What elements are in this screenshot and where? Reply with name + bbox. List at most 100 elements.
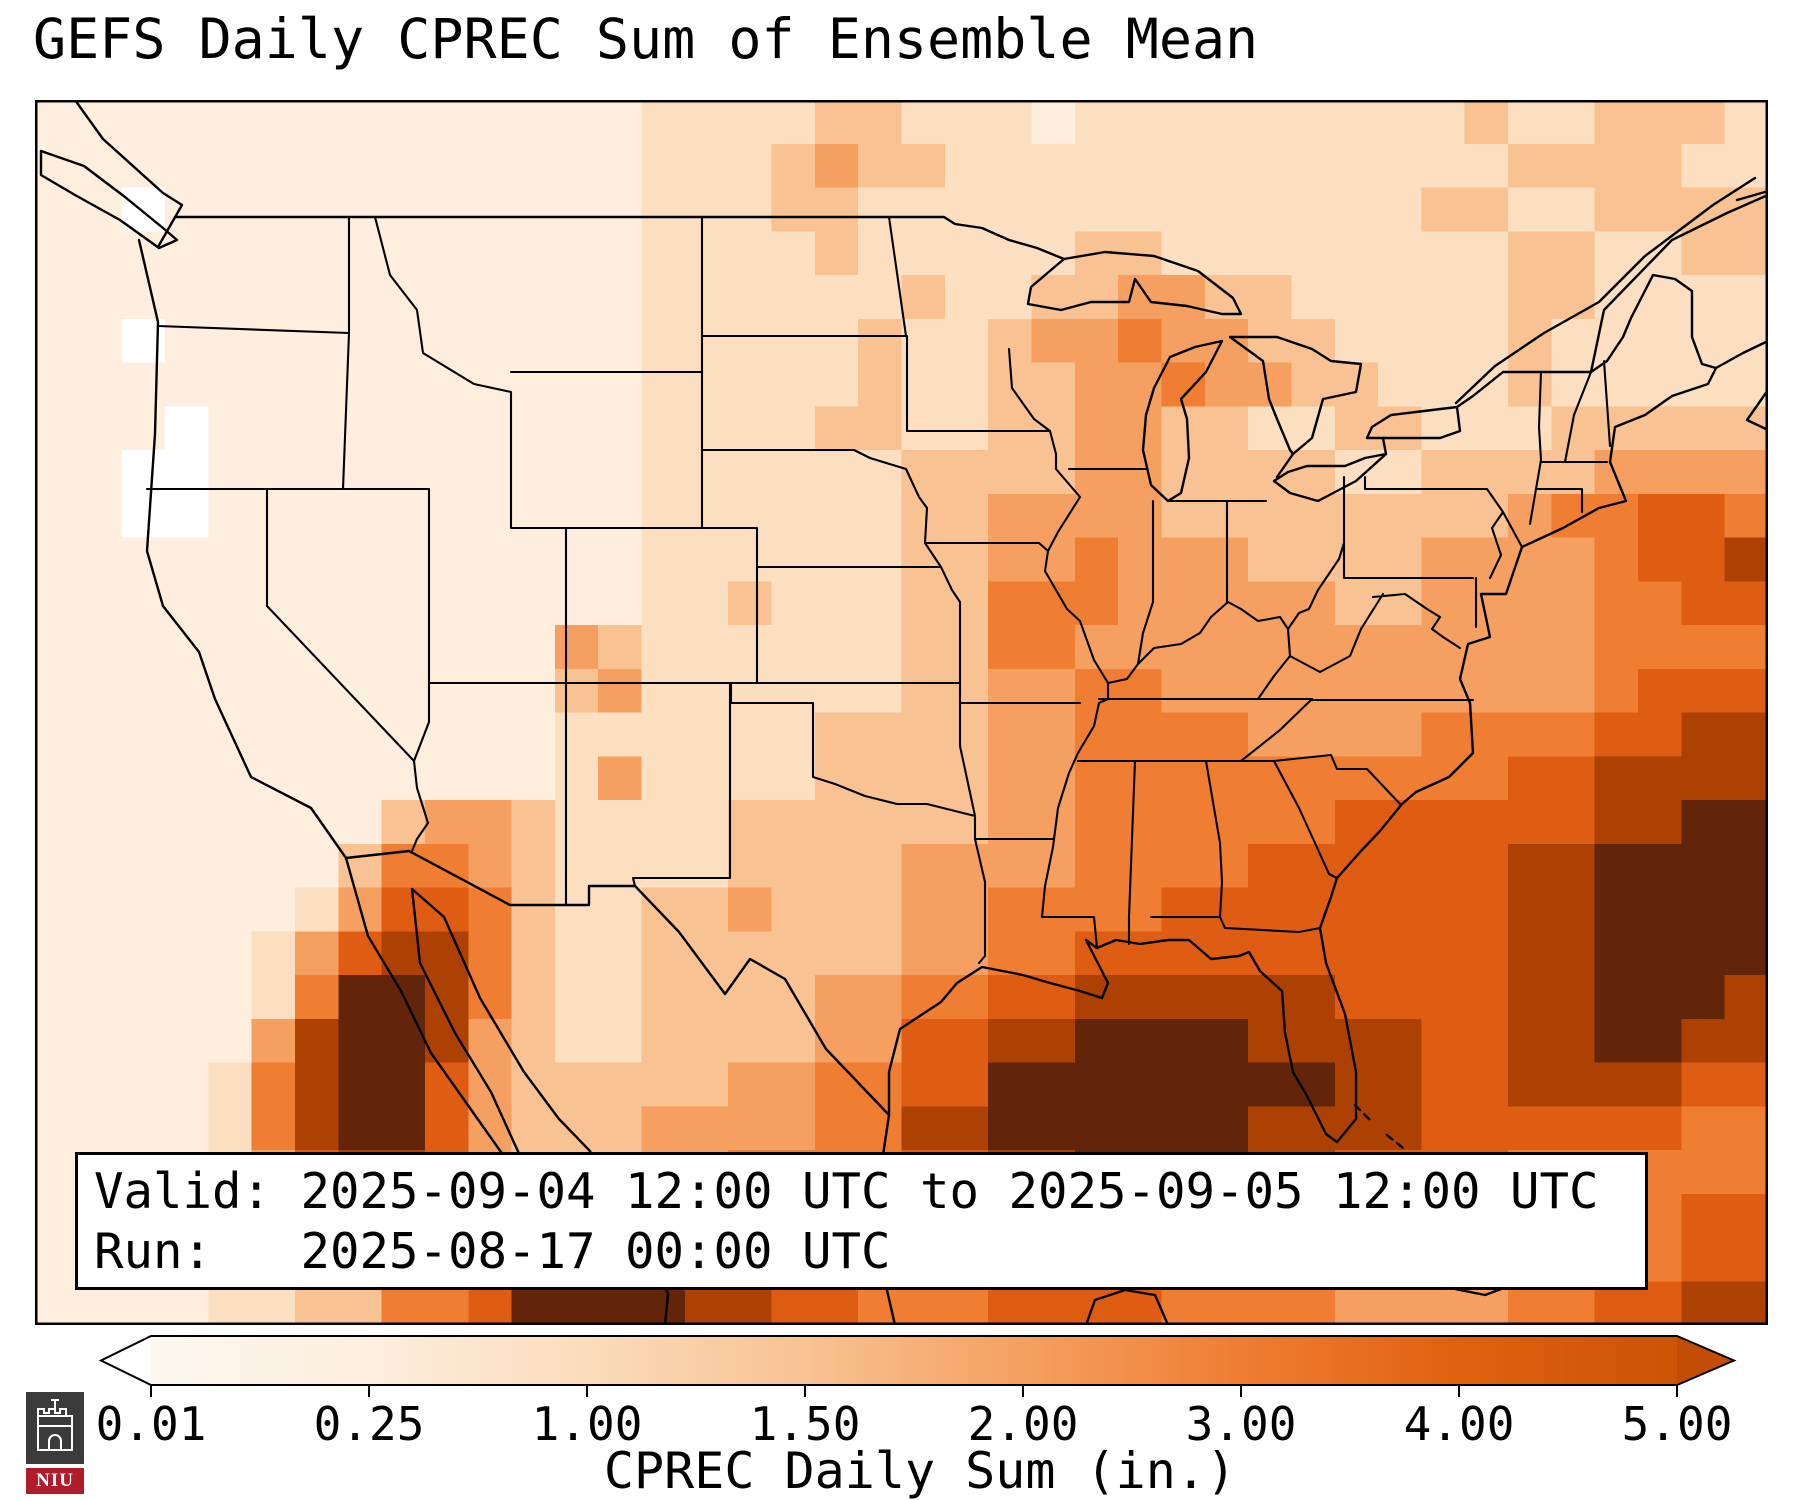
heatmap-cell [294, 1018, 339, 1064]
heatmap-cell [1551, 625, 1596, 670]
heatmap-cell [511, 187, 556, 232]
heatmap-cell [35, 318, 79, 364]
heatmap-cell [944, 1018, 989, 1064]
lake-erie [1272, 452, 1388, 503]
heatmap-cell [1204, 231, 1249, 276]
vancouver-island [39, 149, 179, 250]
heatmap-cell [511, 843, 556, 889]
heatmap-cell [78, 450, 123, 495]
heatmap-cell [424, 975, 469, 1020]
heatmap-cell [511, 756, 556, 801]
heatmap-cell [944, 975, 989, 1020]
heatmap-cell [641, 1062, 686, 1107]
heatmap-cell [338, 1062, 383, 1107]
heatmap-cell [728, 756, 773, 801]
heatmap-cell [1594, 756, 1639, 801]
heatmap-cell [338, 625, 383, 670]
st-lawrence-north-bank [1454, 176, 1757, 405]
heatmap-cell [554, 712, 599, 757]
heatmap-cell [1464, 187, 1509, 232]
heatmap-cell [164, 975, 209, 1020]
heatmap-cell [1118, 975, 1163, 1020]
heatmap-cell [1638, 1018, 1682, 1064]
heatmap-cell [554, 931, 599, 976]
heatmap-cell [1031, 931, 1076, 976]
heatmap-cell [641, 843, 686, 889]
heatmap-cell [1681, 1193, 1726, 1239]
heatmap-cell [684, 318, 729, 364]
heatmap-cell [771, 231, 816, 276]
heatmap-cell [251, 668, 296, 714]
heatmap-cell [771, 318, 816, 364]
heatmap-cell [1551, 712, 1596, 757]
heatmap-cell [121, 800, 166, 845]
heatmap-cell [468, 450, 513, 495]
heatmap-cell [684, 362, 729, 407]
heatmap-cell [684, 1062, 729, 1107]
heatmap-cell [1638, 625, 1682, 670]
heatmap-cell [814, 975, 859, 1020]
heatmap-cell [35, 187, 79, 232]
heatmap-cell [728, 1106, 773, 1151]
heatmap-cell [1378, 450, 1423, 495]
heatmap-cell [78, 800, 123, 845]
heatmap-cell [1031, 712, 1076, 757]
heatmap-cell [814, 143, 859, 189]
heatmap-cell [1161, 537, 1206, 582]
colorbar-tick-label: 3.00 [1186, 1397, 1297, 1451]
heatmap-cell [1724, 756, 1769, 801]
heatmap-cell [164, 1062, 209, 1107]
heatmap-cell [1421, 318, 1466, 364]
heatmap-cell [1074, 1062, 1119, 1107]
heatmap-cell [251, 231, 296, 276]
heatmap-cell [1594, 187, 1639, 232]
heatmap-cell [1161, 843, 1206, 889]
heatmap-cell [338, 493, 383, 539]
heatmap-cell [598, 143, 643, 189]
heatmap-cell [1334, 275, 1379, 320]
heatmap-cell [1594, 1106, 1639, 1151]
heatmap-cell [858, 143, 903, 189]
us-canada-border-west [173, 215, 1066, 261]
heatmap-cell [1681, 756, 1726, 801]
heatmap-cell [164, 493, 209, 539]
heatmap-cell [1464, 493, 1509, 539]
heatmap-cell [1638, 931, 1682, 976]
heatmap-cell [988, 625, 1033, 670]
heatmap-cell [1638, 1106, 1682, 1151]
heatmap-cell [1724, 668, 1769, 714]
heatmap-cell [1074, 187, 1119, 232]
heatmap-cell [511, 975, 556, 1020]
heatmap-cell [208, 625, 253, 670]
heatmap-cell [771, 537, 816, 582]
heatmap-cell [78, 887, 123, 932]
heatmap-cell [1291, 581, 1336, 626]
heatmap-cell [1508, 450, 1552, 495]
heatmap-cell [641, 406, 686, 451]
colorbar-tick-label: 0.01 [96, 1397, 207, 1451]
heatmap-cell [511, 712, 556, 757]
heatmap-cell [251, 318, 296, 364]
heatmap-cell [1551, 975, 1596, 1020]
heatmap-cell [294, 537, 339, 582]
heatmap-cell [598, 100, 643, 145]
heatmap-cell [468, 406, 513, 451]
heatmap-cell [728, 975, 773, 1020]
heatmap-cell [468, 712, 513, 757]
heatmap-cell [1681, 318, 1726, 364]
heatmap-cell [1118, 843, 1163, 889]
heatmap-cell [554, 275, 599, 320]
heatmap-cell [251, 1062, 296, 1107]
heatmap-cell [381, 1062, 426, 1107]
heatmap-cell [1031, 756, 1076, 801]
heatmap-cell [771, 493, 816, 539]
heatmap-cell [944, 537, 989, 582]
heatmap-cell [684, 537, 729, 582]
heatmap-cell [814, 843, 859, 889]
heatmap-cell [381, 450, 426, 495]
heatmap-cell [1161, 1106, 1206, 1151]
heatmap-cell [1378, 362, 1423, 407]
heatmap-cell [1074, 712, 1119, 757]
heatmap-cell [1638, 143, 1682, 189]
heatmap-cell [1551, 100, 1596, 145]
